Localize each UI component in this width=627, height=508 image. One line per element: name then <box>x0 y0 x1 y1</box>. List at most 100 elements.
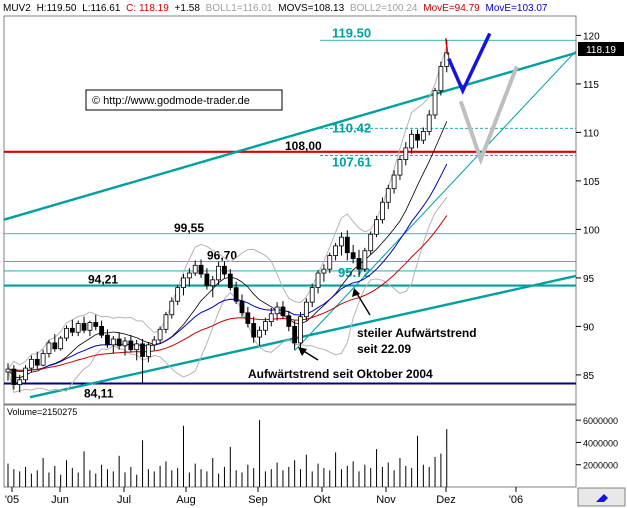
header-high: H:119.50 <box>37 3 77 14</box>
candle-body <box>204 273 210 287</box>
candle-body <box>362 250 368 270</box>
candle-body <box>11 368 17 385</box>
steep-trend-line <box>294 50 577 351</box>
y-tick-label: 110 <box>583 128 599 139</box>
y-tick-label: 90 <box>583 322 595 333</box>
candle-body <box>64 327 69 339</box>
price-panel-frame <box>3 15 577 405</box>
candle-body <box>315 272 321 288</box>
annotation-long-trend: Aufwärtstrend seit Oktober 2004 <box>248 367 433 381</box>
candle-body <box>34 358 40 366</box>
annotation-steep-trend: steiler Aufwärtstrend <box>357 326 477 340</box>
y-tick-label: 105 <box>583 177 600 188</box>
y-tick-label: 115 <box>583 80 599 91</box>
x-tick-label: Nov <box>376 494 396 506</box>
candle-body <box>333 245 339 256</box>
candle-body <box>420 131 426 141</box>
candle-body <box>339 236 344 247</box>
legend-header: MUV2 H:119.50 L:116.61 C: 118.19 +1.58 B… <box>3 3 548 14</box>
last-price-tag-text: 118.19 <box>586 45 616 56</box>
candle-body <box>426 114 432 132</box>
x-tick-label: Jun <box>51 494 69 506</box>
header-move-slow: MovE=94.79 <box>423 3 480 14</box>
candle-body <box>385 188 391 203</box>
candle-body <box>379 201 385 221</box>
y-tick-label: 95 <box>583 274 595 285</box>
bollinger-lower-line <box>7 196 448 394</box>
candle-body <box>222 265 227 275</box>
forecast-arrow-blue <box>447 32 492 95</box>
candle-body <box>23 367 28 381</box>
candle-body <box>163 314 169 330</box>
volume-axis: 2000000 4000000 6000000 <box>576 416 618 471</box>
x-tick-label: Jul <box>117 494 131 506</box>
header-close: C: 118.19 <box>126 3 169 14</box>
candle-body <box>262 321 268 331</box>
candle-body <box>251 323 257 338</box>
level-label: 110.42 <box>332 120 371 135</box>
candle-body <box>356 258 362 270</box>
candle-body <box>40 353 46 366</box>
candle-body <box>116 338 122 347</box>
candle-body <box>409 133 415 149</box>
bollinger-upper-line <box>7 45 448 370</box>
header-boll1: BOLL1=116.01 <box>206 3 273 14</box>
candle-body <box>344 236 350 254</box>
last-price-tag <box>578 42 624 56</box>
volume-bars: Volume=2150275 <box>7 407 448 487</box>
header-symbol: MUV2 <box>3 3 31 14</box>
y-tick-label: 120 <box>583 31 600 42</box>
annotation-arrow-steep <box>355 291 371 316</box>
candle-body <box>280 306 286 317</box>
candle-body <box>415 133 420 141</box>
volume-tick-label: 6000000 <box>583 416 618 426</box>
header-move-fast: MovE=103.07 <box>486 3 548 14</box>
candle-body <box>432 90 438 116</box>
candle-body <box>327 255 333 270</box>
trend-channel-lower <box>29 274 577 399</box>
annotation-arrowhead-steep <box>352 288 360 297</box>
candle-body <box>69 327 75 333</box>
header-boll2: BOLL2=100.24 <box>350 3 418 14</box>
forecast-arrow-gray <box>458 65 519 166</box>
x-tick-label: '05 <box>5 494 19 506</box>
candle-body <box>245 312 251 324</box>
simple-moving-average-line <box>7 121 448 379</box>
candle-body <box>397 159 403 176</box>
candle-body <box>28 358 34 369</box>
candle-body <box>46 342 52 354</box>
y-tick-label: 100 <box>583 225 600 236</box>
level-label: 95.72 <box>338 265 371 280</box>
trend-lines <box>3 50 577 399</box>
x-tick-label: Aug <box>176 494 196 506</box>
annotation-arrowhead-long <box>298 347 307 356</box>
candle-body <box>286 315 292 327</box>
candle-body <box>438 66 444 92</box>
candle-body <box>198 264 204 275</box>
y-axis: 85 90 95 100 105 110 115 120 <box>576 31 600 382</box>
candle-body <box>350 252 356 259</box>
x-tick-label: Dez <box>436 494 456 506</box>
volume-tick-label: 2000000 <box>583 461 618 471</box>
candle-body <box>175 287 181 302</box>
x-axis: '05 Jun Jul Aug Sep Okt Nov Dez '06 <box>5 487 523 506</box>
level-label: 96,70 <box>207 248 237 262</box>
candle-body <box>128 340 134 351</box>
candle-body <box>75 323 81 333</box>
pen-icon[interactable] <box>596 494 608 502</box>
candle-body <box>268 313 274 322</box>
copyright-text[interactable]: © http://www.godmode-trader.de <box>92 95 250 107</box>
level-label: 99,55 <box>174 221 204 235</box>
candle-body <box>5 368 11 373</box>
candle-body <box>227 273 233 288</box>
candle-body <box>368 233 374 252</box>
candle-body <box>110 338 116 346</box>
trend-channel-upper <box>3 51 577 221</box>
candle-body <box>169 300 175 316</box>
level-label: 94,21 <box>88 273 118 287</box>
candle-body <box>239 300 245 314</box>
candle-body <box>216 265 222 281</box>
forecast-arrows <box>445 32 519 166</box>
candle-body <box>391 174 397 190</box>
